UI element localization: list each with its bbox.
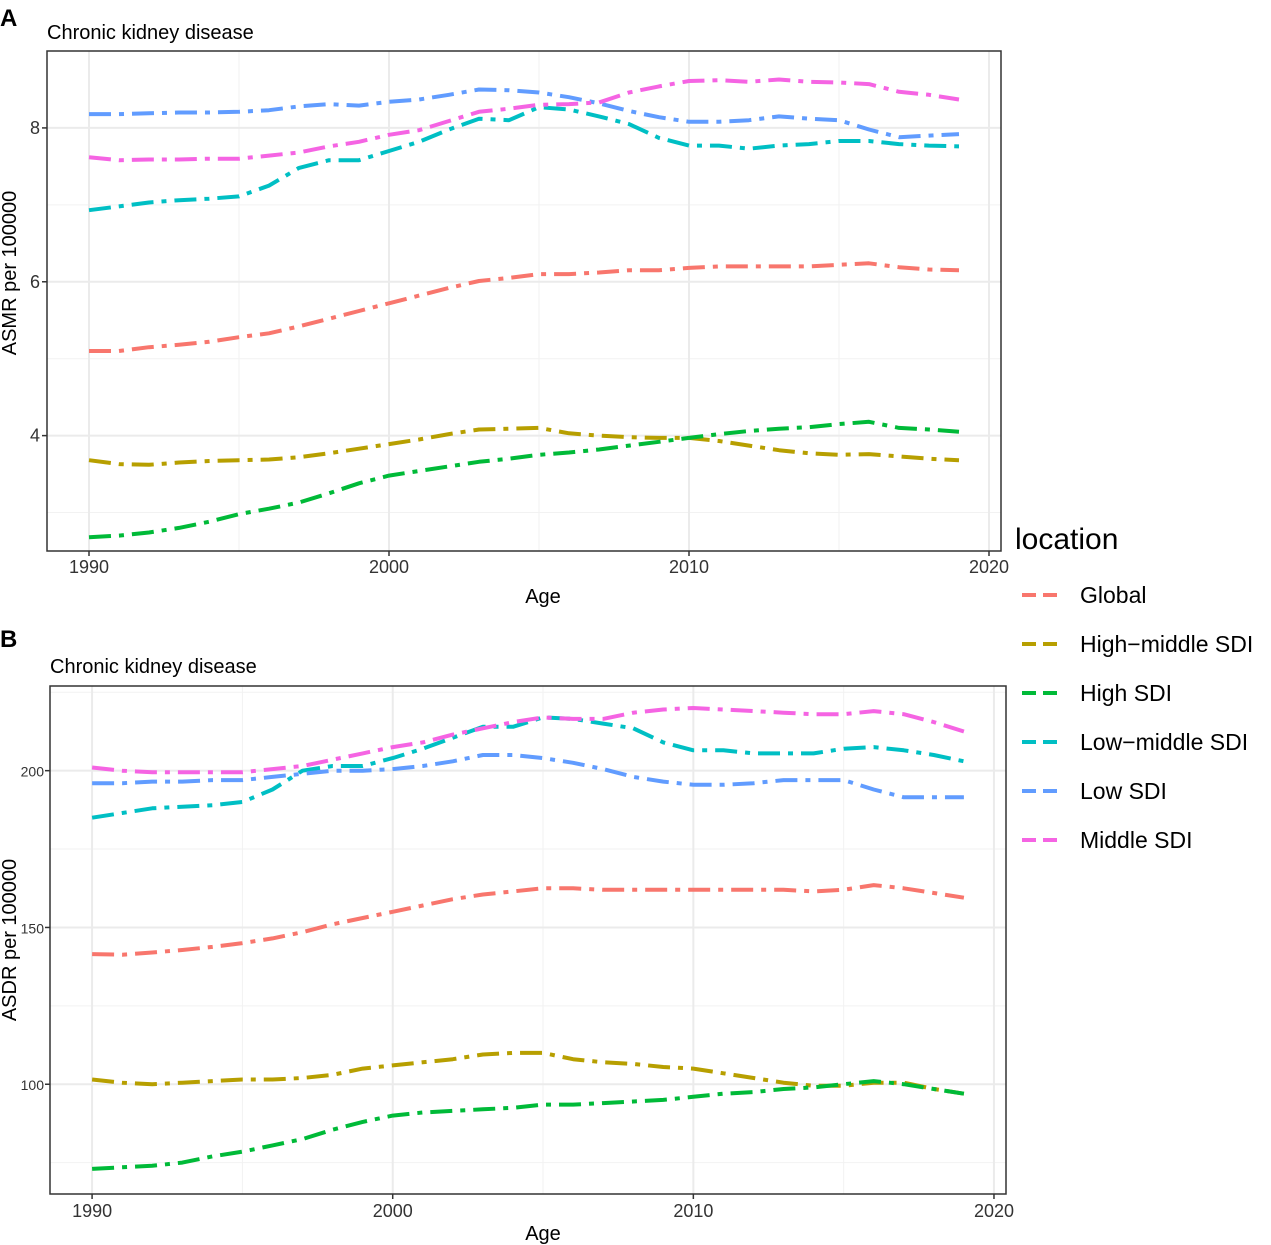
panel-b: B Chronic kidney disease 1990 2000 2010 202… <box>0 626 1014 1245</box>
series-line-high-sdi <box>91 1079 965 1171</box>
panel-a-x-axis-label: Age <box>525 586 561 608</box>
y-tick-label: 6 <box>30 272 40 292</box>
series-line-low-sdi <box>89 87 960 140</box>
y-tick-label: 100 <box>21 1077 45 1093</box>
panel-b-y-axis-label: ASDR per 100000 <box>0 859 21 1021</box>
legend-entry: Global <box>1022 582 1146 608</box>
x-tick-label: 2010 <box>669 557 709 577</box>
panel-b-series <box>91 706 965 1171</box>
legend-label: Global <box>1080 582 1146 608</box>
y-tick-label: 150 <box>21 920 45 936</box>
series-line-low-middle-sdi <box>88 105 960 213</box>
panel-a-title: Chronic kidney disease <box>47 22 254 44</box>
panel-a-axes: 1990 2000 2010 2020 4 6 8 <box>30 50 1009 577</box>
x-tick-label: 2010 <box>673 1201 713 1221</box>
panel-b-axes: 1990 2000 2010 2020 100 150 200 <box>21 685 1014 1221</box>
series-line-high-middle-sdi <box>91 1050 965 1096</box>
series-line-low-middle-sdi <box>91 715 965 820</box>
panel-b-x-axis-label: Age <box>525 1223 561 1245</box>
x-tick-label: 2000 <box>373 1201 413 1221</box>
legend: location Global High−middle SDI High SDI… <box>1015 523 1253 853</box>
x-tick-label: 1990 <box>69 557 109 577</box>
y-tick-label: 8 <box>30 118 40 138</box>
y-tick-label: 200 <box>21 764 45 780</box>
series-line-middle-sdi <box>91 706 965 775</box>
x-tick-label: 2020 <box>974 1201 1014 1221</box>
series-line-global <box>89 261 960 353</box>
x-tick-label: 1990 <box>72 1201 112 1221</box>
legend-label: Low SDI <box>1080 778 1167 804</box>
legend-label: Low−middle SDI <box>1080 729 1248 755</box>
plot-border <box>49 685 1007 1195</box>
legend-label: Middle SDI <box>1080 827 1192 853</box>
legend-label: High SDI <box>1080 680 1172 706</box>
legend-label: High−middle SDI <box>1080 631 1253 657</box>
series-line-global <box>92 883 965 957</box>
panel-letter-a: A <box>0 5 17 32</box>
panel-b-title: Chronic kidney disease <box>50 656 257 678</box>
legend-entry: Low−middle SDI <box>1022 729 1248 755</box>
series-line-high-sdi <box>88 419 960 540</box>
panel-a: A Chronic kidney disease 1990 2000 2010 202… <box>0 5 1009 608</box>
series-line-middle-sdi <box>88 77 960 163</box>
panel-b-grid <box>50 686 1006 1194</box>
legend-entry: High−middle SDI <box>1022 631 1253 657</box>
legend-entry: Low SDI <box>1022 778 1167 804</box>
series-line-high-middle-sdi <box>88 425 960 467</box>
panel-a-y-axis-label: ASMR per 100000 <box>0 191 21 356</box>
panel-a-series <box>88 77 960 540</box>
y-tick-label: 4 <box>30 426 40 446</box>
legend-title: location <box>1015 523 1118 556</box>
plot-border <box>46 50 1002 552</box>
legend-entry: Middle SDI <box>1022 827 1192 853</box>
series-line-low-sdi <box>92 753 964 800</box>
x-tick-label: 2020 <box>969 557 1009 577</box>
panel-letter-b: B <box>0 626 17 653</box>
x-tick-label: 2000 <box>369 557 409 577</box>
legend-entry: High SDI <box>1022 680 1172 706</box>
